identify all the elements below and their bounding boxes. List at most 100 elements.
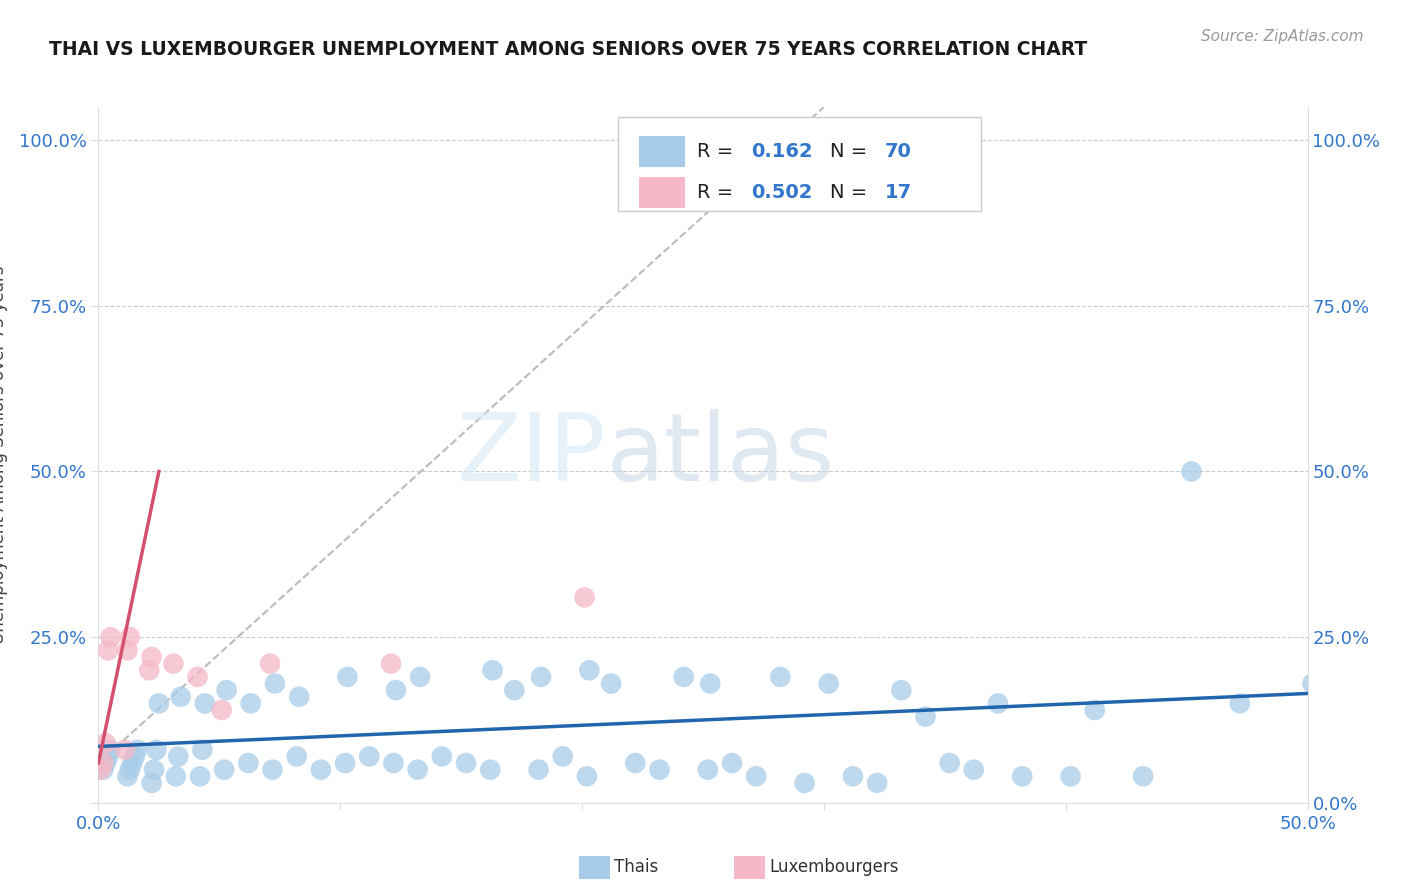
Point: [336, 670, 359, 684]
Point: [672, 670, 695, 684]
Point: [162, 657, 184, 671]
Point: [211, 703, 233, 717]
Text: Luxembourgers: Luxembourgers: [769, 858, 898, 876]
Point: [1180, 465, 1202, 479]
Point: [600, 676, 623, 690]
Point: [262, 763, 284, 777]
Point: [793, 776, 815, 790]
Point: [721, 756, 744, 770]
Point: [188, 769, 211, 783]
Point: [1229, 697, 1251, 711]
Text: 17: 17: [884, 183, 911, 202]
Point: [167, 749, 190, 764]
Point: [191, 743, 214, 757]
Point: [288, 690, 311, 704]
Point: [963, 763, 986, 777]
Point: [621, 133, 644, 147]
Point: [169, 690, 191, 704]
Point: [285, 749, 308, 764]
Text: R =: R =: [697, 183, 740, 202]
Point: [866, 776, 889, 790]
Text: THAI VS LUXEMBOURGER UNEMPLOYMENT AMONG SENIORS OVER 75 YEARS CORRELATION CHART: THAI VS LUXEMBOURGER UNEMPLOYMENT AMONG …: [49, 40, 1087, 59]
Point: [91, 756, 114, 770]
FancyBboxPatch shape: [638, 136, 685, 167]
Point: [187, 670, 209, 684]
Point: [1059, 769, 1081, 783]
Text: 0.502: 0.502: [751, 183, 813, 202]
Point: [141, 776, 163, 790]
Point: [145, 743, 167, 757]
Text: ZIP: ZIP: [457, 409, 606, 501]
FancyBboxPatch shape: [619, 118, 981, 211]
Point: [138, 663, 160, 677]
Point: [380, 657, 402, 671]
Point: [121, 756, 143, 770]
Point: [215, 683, 238, 698]
Point: [91, 763, 114, 777]
Point: [239, 697, 262, 711]
Point: [575, 769, 598, 783]
Point: [124, 749, 146, 764]
Point: [385, 683, 408, 698]
Point: [333, 756, 356, 770]
Point: [624, 756, 647, 770]
Point: [1084, 703, 1107, 717]
Point: [359, 749, 381, 764]
Point: [503, 683, 526, 698]
Point: [430, 749, 453, 764]
Point: [117, 769, 139, 783]
Point: [527, 763, 550, 777]
Point: [481, 663, 503, 677]
Point: [117, 643, 139, 657]
Point: [530, 670, 553, 684]
Point: [696, 763, 718, 777]
Text: Thais: Thais: [614, 858, 658, 876]
Point: [817, 676, 839, 690]
Point: [699, 676, 721, 690]
Text: N =: N =: [830, 142, 873, 161]
Point: [938, 756, 960, 770]
Point: [454, 756, 477, 770]
Point: [114, 743, 136, 757]
Point: [118, 630, 141, 644]
Point: [100, 630, 122, 644]
Text: 0.162: 0.162: [751, 142, 813, 161]
Point: [479, 763, 502, 777]
Point: [165, 769, 187, 783]
Point: [97, 749, 120, 764]
Point: [409, 670, 432, 684]
Point: [382, 756, 405, 770]
Point: [987, 697, 1010, 711]
Point: [94, 736, 117, 750]
FancyBboxPatch shape: [638, 177, 685, 208]
Point: [212, 763, 235, 777]
Point: [1011, 769, 1033, 783]
Point: [842, 769, 865, 783]
Text: R =: R =: [697, 142, 740, 161]
Point: [574, 591, 596, 605]
Point: [769, 670, 792, 684]
Point: [141, 650, 163, 665]
Text: atlas: atlas: [606, 409, 835, 501]
Point: [890, 683, 912, 698]
Point: [1132, 769, 1154, 783]
Point: [143, 763, 166, 777]
Point: [914, 709, 936, 723]
Point: [745, 769, 768, 783]
Y-axis label: Unemployment Among Seniors over 75 years: Unemployment Among Seniors over 75 years: [0, 266, 7, 644]
Point: [94, 756, 117, 770]
Point: [97, 643, 120, 657]
Point: [406, 763, 429, 777]
Point: [100, 743, 122, 757]
Point: [148, 697, 170, 711]
Point: [118, 763, 141, 777]
Point: [264, 676, 287, 690]
Point: [259, 657, 281, 671]
Point: [238, 756, 260, 770]
Point: [194, 697, 217, 711]
Text: 70: 70: [884, 142, 911, 161]
Point: [309, 763, 332, 777]
Point: [648, 763, 671, 777]
Point: [90, 763, 112, 777]
Text: Source: ZipAtlas.com: Source: ZipAtlas.com: [1201, 29, 1364, 44]
